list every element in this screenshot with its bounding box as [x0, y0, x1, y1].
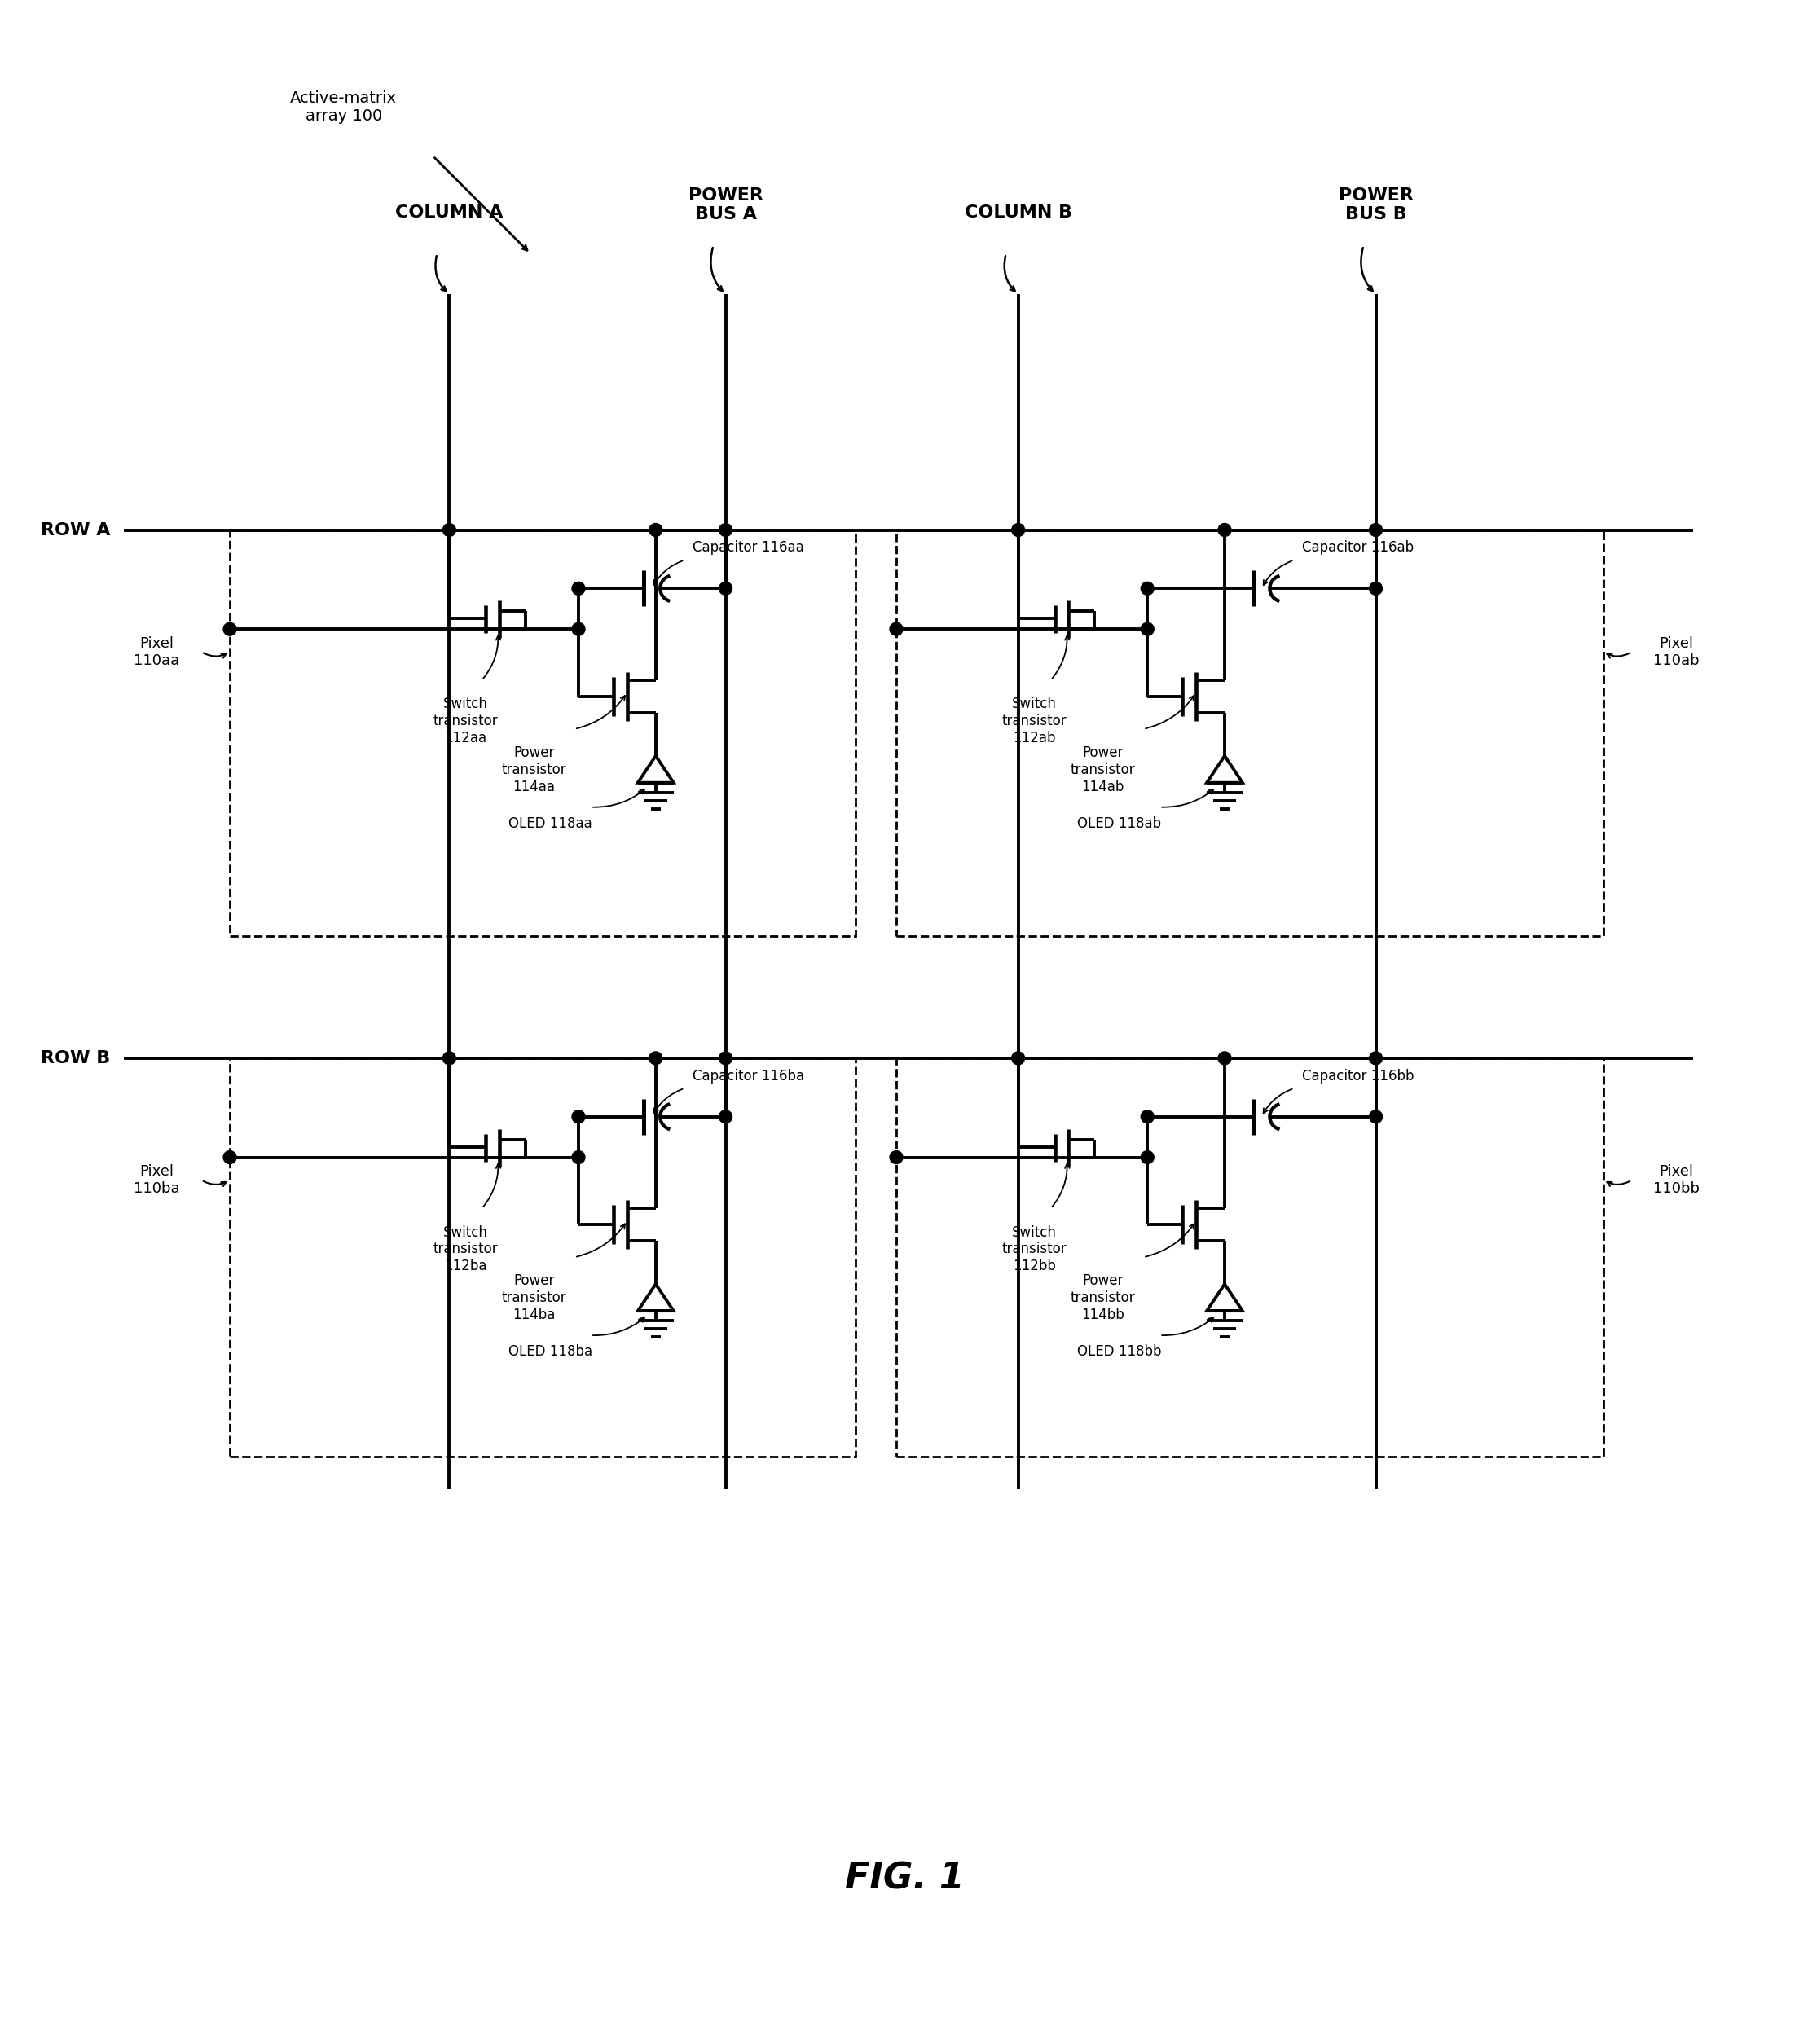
Circle shape [1219, 523, 1231, 536]
Circle shape [890, 1151, 902, 1163]
Text: Capacitor 116bb: Capacitor 116bb [1302, 1069, 1414, 1083]
Text: Power
transistor
114bb: Power transistor 114bb [1070, 1273, 1135, 1322]
Circle shape [1141, 623, 1154, 636]
Bar [897, 1059, 1604, 1455]
Text: ROW B: ROW B [40, 1051, 110, 1067]
Text: Active-matrix
array 100: Active-matrix array 100 [291, 90, 398, 125]
Text: Power
transistor
114aa: Power transistor 114aa [501, 746, 566, 793]
Text: Power
transistor
114ab: Power transistor 114ab [1070, 746, 1135, 793]
Circle shape [720, 1110, 732, 1122]
Text: Switch
transistor
112bb: Switch transistor 112bb [1002, 1224, 1067, 1273]
Text: FIG. 1: FIG. 1 [844, 1862, 964, 1897]
Circle shape [649, 523, 662, 536]
Text: ROW A: ROW A [40, 521, 110, 538]
Text: Pixel
110ba: Pixel 110ba [134, 1165, 179, 1196]
Text: OLED 118bb: OLED 118bb [1078, 1345, 1161, 1359]
Circle shape [1141, 583, 1154, 595]
Text: Switch
transistor
112ab: Switch transistor 112ab [1002, 697, 1067, 746]
Circle shape [1219, 1053, 1231, 1065]
Text: Pixel
110ab: Pixel 110ab [1654, 636, 1700, 668]
Bar [230, 1059, 855, 1455]
Text: POWER
BUS A: POWER BUS A [689, 188, 763, 223]
Circle shape [571, 623, 586, 636]
Text: Capacitor 116ba: Capacitor 116ba [692, 1069, 805, 1083]
Text: Capacitor 116aa: Capacitor 116aa [692, 540, 805, 556]
Circle shape [649, 1053, 662, 1065]
Text: POWER
BUS B: POWER BUS B [1338, 188, 1414, 223]
Text: Power
transistor
114ba: Power transistor 114ba [501, 1273, 566, 1322]
Circle shape [224, 1151, 237, 1163]
Circle shape [1369, 523, 1383, 536]
Circle shape [720, 583, 732, 595]
Text: OLED 118aa: OLED 118aa [508, 816, 591, 830]
Text: COLUMN A: COLUMN A [396, 204, 503, 221]
Text: OLED 118ab: OLED 118ab [1078, 816, 1161, 830]
Circle shape [1012, 1053, 1025, 1065]
Text: OLED 118ba: OLED 118ba [508, 1345, 591, 1359]
Circle shape [1369, 1110, 1383, 1122]
Circle shape [720, 523, 732, 536]
Circle shape [1141, 1151, 1154, 1163]
Text: COLUMN B: COLUMN B [964, 204, 1072, 221]
Circle shape [443, 1053, 456, 1065]
Circle shape [1012, 523, 1025, 536]
Text: Capacitor 116ab: Capacitor 116ab [1302, 540, 1414, 556]
Text: Pixel
110aa: Pixel 110aa [134, 636, 179, 668]
Text: Switch
transistor
112ba: Switch transistor 112ba [434, 1224, 497, 1273]
Circle shape [571, 1151, 586, 1163]
Circle shape [443, 523, 456, 536]
Text: Switch
transistor
112aa: Switch transistor 112aa [434, 697, 497, 746]
Text: Pixel
110bb: Pixel 110bb [1653, 1165, 1700, 1196]
Bar [897, 529, 1604, 936]
Circle shape [224, 623, 237, 636]
Circle shape [720, 1053, 732, 1065]
Circle shape [890, 623, 902, 636]
Circle shape [571, 583, 586, 595]
Circle shape [1369, 583, 1383, 595]
Circle shape [1369, 1053, 1383, 1065]
Bar [230, 529, 855, 936]
Circle shape [1141, 1110, 1154, 1122]
Circle shape [571, 1110, 586, 1122]
